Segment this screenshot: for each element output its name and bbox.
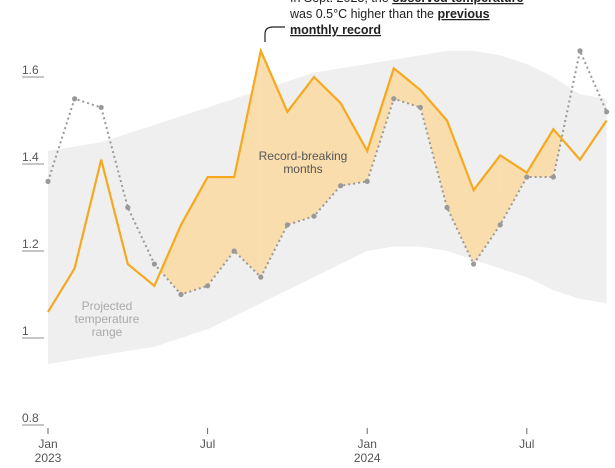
record-fill xyxy=(367,68,394,182)
y-tick-label: 1.2 xyxy=(22,237,39,251)
record-fill xyxy=(287,77,314,225)
annotation-part: observed temperature xyxy=(392,0,523,5)
annotation-note: In Sept. 2023, the observed temperature xyxy=(290,0,524,5)
record-point xyxy=(364,178,370,184)
record-fill xyxy=(447,120,474,265)
x-tick-label: Jul xyxy=(519,437,534,451)
record-fill xyxy=(500,155,527,225)
record-point xyxy=(151,261,157,267)
record-point xyxy=(98,104,104,111)
record-point xyxy=(231,248,237,254)
y-tick-label: 0.8 xyxy=(22,411,39,425)
record-point xyxy=(497,222,503,228)
record-point xyxy=(471,261,477,267)
x-tick-label: Jan xyxy=(358,437,377,451)
x-year-label: 2024 xyxy=(354,451,381,465)
annotation-note: monthly record xyxy=(290,23,381,37)
annotation-part: was 0.5°C higher than the xyxy=(289,7,437,21)
record-point xyxy=(577,48,583,54)
annotation-leader xyxy=(264,26,285,42)
band-label: Projected xyxy=(82,299,133,313)
record-point xyxy=(45,178,51,184)
record-point xyxy=(311,213,317,219)
record-fill xyxy=(340,103,368,186)
record-fill xyxy=(207,177,235,286)
record-point xyxy=(178,291,184,298)
record-point xyxy=(417,104,423,111)
record-point xyxy=(72,96,78,102)
annotation-note: was 0.5°C higher than the previous xyxy=(289,7,490,21)
record-point xyxy=(550,174,557,180)
record-point xyxy=(604,109,610,115)
band-label: range xyxy=(92,325,123,339)
record-point xyxy=(338,183,344,189)
fill-label: Record-breaking xyxy=(259,149,348,163)
record-point xyxy=(205,283,211,289)
record-point xyxy=(524,174,530,180)
band-label: temperature xyxy=(75,312,140,326)
x-tick-label: Jan xyxy=(38,437,57,451)
record-fill xyxy=(420,90,447,208)
record-point xyxy=(284,222,290,228)
record-fill xyxy=(160,224,181,295)
annotation-part: monthly record xyxy=(290,23,381,37)
x-year-label: 2023 xyxy=(35,451,62,465)
fill-label: months xyxy=(283,162,322,176)
record-point xyxy=(125,204,131,211)
record-fill xyxy=(314,77,341,217)
x-tick-label: Jul xyxy=(200,437,215,451)
annotation-part: previous xyxy=(437,7,489,21)
record-point xyxy=(444,204,450,211)
record-point xyxy=(391,96,397,102)
record-fill xyxy=(181,177,208,295)
y-tick-label: 1.6 xyxy=(22,63,39,77)
record-fill xyxy=(260,50,288,278)
annotation-part: In Sept. 2023, the xyxy=(290,0,392,5)
y-tick-label: 1.4 xyxy=(22,150,39,164)
series-line xyxy=(47,47,608,313)
record-point xyxy=(258,274,264,280)
record-fill xyxy=(234,50,261,278)
y-tick-label: 1 xyxy=(22,324,29,338)
record-fill xyxy=(393,68,421,108)
